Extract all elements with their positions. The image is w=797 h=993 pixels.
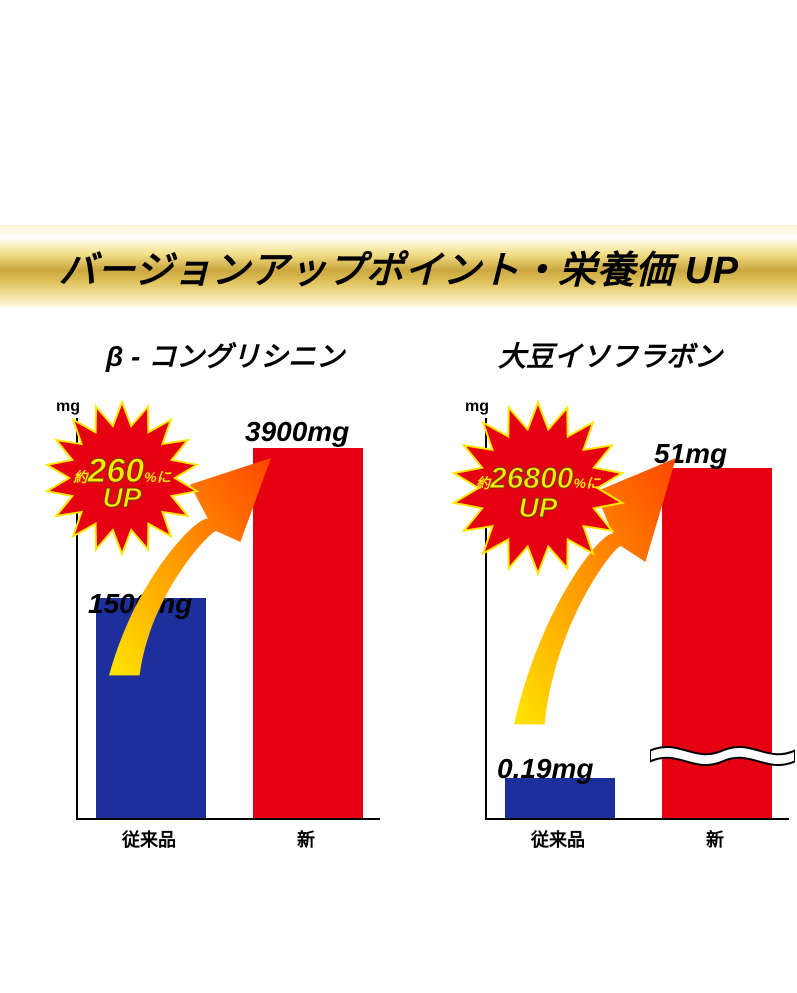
badge-percent: 26800 xyxy=(490,462,573,495)
badge-suffix2: に xyxy=(586,475,600,491)
badge-suffix2: に xyxy=(157,469,171,485)
chart-title: 大豆イソフラボン xyxy=(480,335,740,375)
bar-value-label: 0.19mg xyxy=(497,753,594,785)
axis-break-icon xyxy=(650,738,795,774)
badge-percent-line: 約26800%に xyxy=(448,464,628,494)
bar-value-label: 3900mg xyxy=(245,416,349,448)
badge-up: UP xyxy=(448,494,628,522)
badge-suffix1: % xyxy=(573,475,585,491)
badge-prefix: 約 xyxy=(476,475,490,491)
x-axis-label: 新 xyxy=(251,826,361,852)
badge-prefix: 約 xyxy=(73,469,87,485)
percent-up-badge: 約26800%にUP xyxy=(448,398,628,578)
x-axis-label: 新 xyxy=(660,826,770,852)
badge-suffix1: % xyxy=(144,469,156,485)
percent-up-badge: 約260%にUP xyxy=(42,398,202,558)
banner-text: バージョンアップポイント・栄養価 UP xyxy=(58,239,738,294)
x-axis-label: 従来品 xyxy=(94,826,204,852)
banner: バージョンアップポイント・栄養価 UP xyxy=(0,225,797,307)
badge-up: UP xyxy=(42,484,202,512)
x-axis-label: 従来品 xyxy=(503,826,613,852)
chart-title: β - コングリシニン xyxy=(95,335,355,375)
